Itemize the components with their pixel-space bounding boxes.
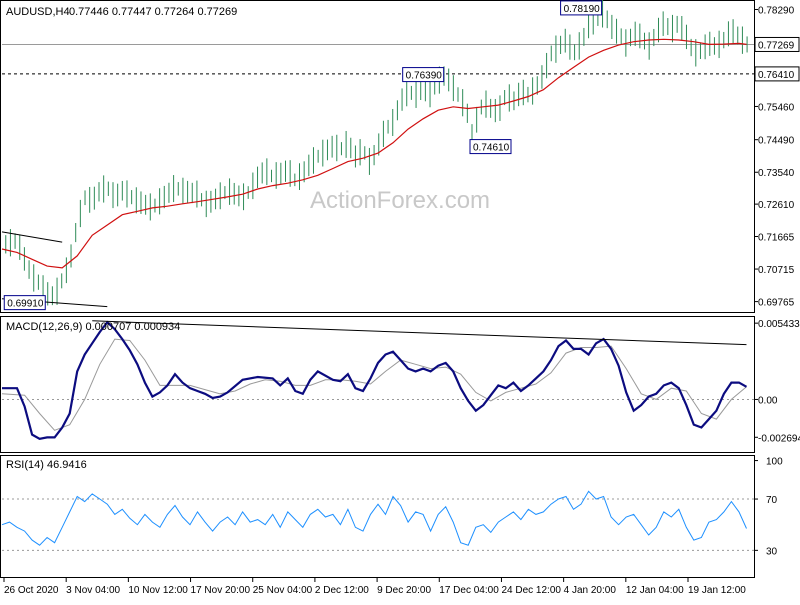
time-tick-label: 19 Jan 12:00 — [688, 585, 746, 596]
chart-symbol: AUDUSD,H4 — [6, 6, 70, 18]
price-tick-label: 0.75460 — [758, 102, 795, 113]
time-tick-label: 9 Dec 20:00 — [377, 585, 431, 596]
price-tick-label: 0.72610 — [758, 200, 795, 211]
time-tick-label: 17 Dec 04:00 — [439, 585, 499, 596]
price-tick-label: 0.69765 — [758, 298, 795, 309]
price-annotation-label: 0.74610 — [473, 143, 510, 154]
macd-signal-line — [1, 338, 747, 431]
price-series-layer: 0.78190 0.76390 0.74610 0.69910 — [1, 0, 754, 311]
price-tick-label: 0.71665 — [758, 232, 795, 243]
rsi-tick-label: 100 — [766, 457, 783, 468]
price-annotation-box — [402, 67, 445, 83]
price-annotation-box — [560, 0, 603, 16]
support-level-box — [754, 66, 800, 82]
price-annotation-label: 0.78190 — [564, 4, 601, 15]
macd-tick-label: 0.00 — [758, 395, 778, 406]
macd-series-layer — [1, 320, 754, 440]
time-tick-label: 10 Nov 12:00 — [128, 585, 188, 596]
price-tick-label: 0.73540 — [758, 168, 795, 179]
time-tick-label: 24 Dec 12:00 — [501, 585, 561, 596]
price-tick-label: 0.74490 — [758, 136, 795, 147]
macd-title: MACD(12,26,9) 0.000707 0.000934 — [6, 321, 180, 333]
time-tick-label: 17 Nov 20:00 — [191, 585, 251, 596]
time-tick-label: 3 Nov 04:00 — [66, 585, 120, 596]
chart-ohlc: 0.77446 0.77447 0.77264 0.77269 — [69, 6, 237, 18]
axis-labels: 0.78290 0.77269 0.76410 0.75460 0.74490 0.735… — [3, 5, 800, 596]
price-panel — [0, 0, 755, 313]
rsi-tick-label: 30 — [766, 546, 778, 557]
price-tick-label: 0.76410 — [758, 70, 795, 81]
macd-trendline — [92, 320, 747, 346]
price-trendline — [1, 231, 63, 243]
rsi-panel — [0, 455, 755, 578]
time-tick-label: 12 Jan 04:00 — [626, 585, 684, 596]
rsi-series-layer — [1, 490, 754, 551]
macd-tick-label: -0.002694 — [758, 433, 800, 444]
time-tick-label: 26 Oct 2020 — [4, 585, 59, 596]
macd-tick-label: 0.005433 — [758, 319, 800, 330]
watermark: ActionForex.com — [310, 187, 490, 214]
time-tick-label: 25 Nov 04:00 — [253, 585, 313, 596]
macd-main-line — [2, 320, 748, 440]
price-annotation-box — [3, 295, 46, 311]
rsi-tick-label: 70 — [766, 495, 778, 506]
price-annotation-label: 0.69910 — [7, 299, 44, 310]
time-tick-label: 2 Dec 12:00 — [315, 585, 369, 596]
price-tick-label: 0.70715 — [758, 265, 795, 276]
price-annotation-box — [469, 139, 512, 155]
time-tick-label: 4 Jan 20:00 — [564, 585, 617, 596]
rsi-title: RSI(14) 46.9416 — [6, 459, 87, 471]
macd-panel — [0, 316, 755, 453]
rsi-line — [1, 490, 747, 546]
ema-line — [1, 38, 747, 269]
price-annotation-label: 0.76390 — [406, 71, 443, 82]
price-tick-label: 0.77269 — [758, 40, 795, 51]
current-price-box — [754, 36, 800, 52]
price-tick-label: 0.78290 — [758, 5, 795, 16]
